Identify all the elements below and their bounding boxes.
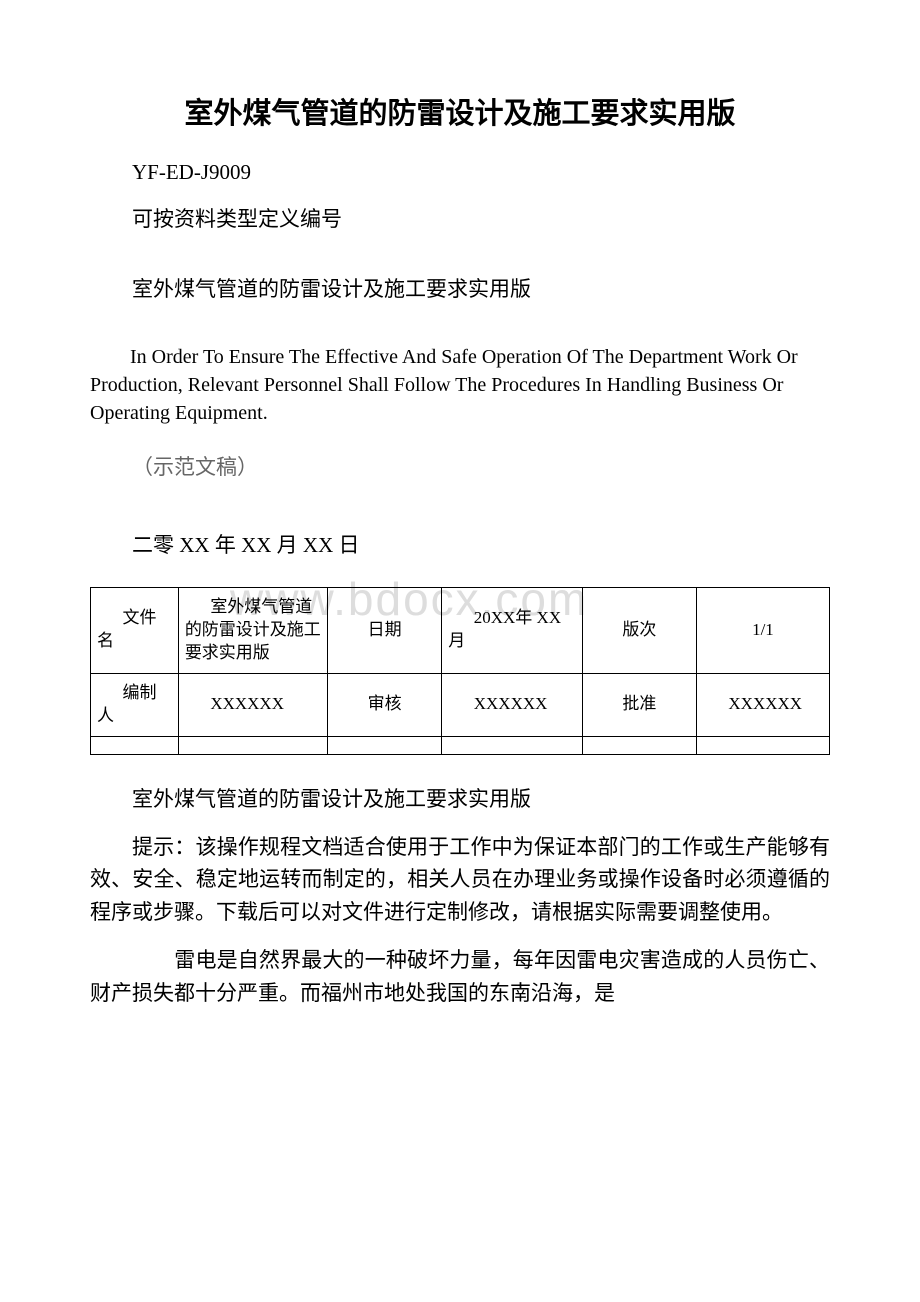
main-title: 室外煤气管道的防雷设计及施工要求实用版 [90, 90, 830, 132]
cell-version-value: 1/1 [696, 588, 829, 674]
repeat-title: 室外煤气管道的防雷设计及施工要求实用版 [90, 273, 830, 303]
cell-review-value: XXXXXX [442, 673, 583, 736]
sample-note: （示范文稿） [90, 451, 830, 481]
cell-file-name-value: 室外煤气管道的防雷设计及施工要求实用版 [178, 588, 327, 674]
cell-version-label: 版次 [582, 588, 696, 674]
date-line: 二零 XX 年 XX 月 XX 日 [90, 529, 830, 559]
cell-approve-value: XXXXXX [696, 673, 829, 736]
cell-author-value: XXXXXX [178, 673, 327, 736]
cell-file-name-label: 文件名 [91, 588, 179, 674]
body-paragraph: 提示：该操作规程文档适合使用于工作中为保证本部门的工作或生产能够有效、安全、稳定… [90, 831, 830, 929]
cell-date-label: 日期 [328, 588, 442, 674]
empty-cell [91, 736, 179, 754]
body-paragraph: 雷电是自然界最大的一种破坏力量，每年因雷电灾害造成的人员伤亡、财产损失都十分严重… [90, 944, 830, 1009]
table-row-empty [91, 736, 830, 754]
empty-cell [442, 736, 583, 754]
document-code: YF-ED-J9009 [90, 160, 830, 185]
cell-date-value: 20XX年 XX 月 [442, 588, 583, 674]
cell-review-label: 审核 [328, 673, 442, 736]
empty-cell [178, 736, 327, 754]
section-title: 室外煤气管道的防雷设计及施工要求实用版 [90, 783, 830, 813]
table-row: 编制人 XXXXXX 审核 XXXXXX 批准 XXXXXX [91, 673, 830, 736]
cell-author-label: 编制人 [91, 673, 179, 736]
info-table: 文件名 室外煤气管道的防雷设计及施工要求实用版 日期 20XX年 XX 月 版次… [90, 587, 830, 755]
empty-cell [582, 736, 696, 754]
cell-approve-label: 批准 [582, 673, 696, 736]
table-row: 文件名 室外煤气管道的防雷设计及施工要求实用版 日期 20XX年 XX 月 版次… [91, 588, 830, 674]
empty-cell [328, 736, 442, 754]
empty-cell [696, 736, 829, 754]
code-note: 可按资料类型定义编号 [90, 203, 830, 233]
english-description: In Order To Ensure The Effective And Saf… [90, 343, 830, 427]
